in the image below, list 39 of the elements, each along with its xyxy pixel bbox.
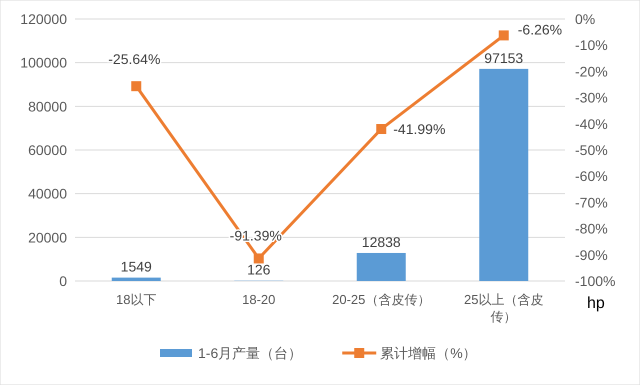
y2-tick-label: -50% bbox=[575, 142, 608, 158]
y-tick-label: 20000 bbox=[28, 229, 68, 246]
y-tick-label: 40000 bbox=[28, 186, 68, 202]
y2-tick-label: -60% bbox=[575, 168, 608, 184]
data-label: 1549 bbox=[120, 258, 152, 275]
bar bbox=[112, 278, 161, 281]
y-tick-label: 80000 bbox=[28, 98, 68, 114]
data-label: 126 bbox=[247, 262, 271, 278]
x-tick-label: 25以上（含皮传） bbox=[463, 291, 544, 325]
y2-tick-label: -10% bbox=[575, 37, 608, 54]
y2-tick-label: -20% bbox=[575, 63, 608, 80]
legend-label: 累计增幅（%） bbox=[380, 345, 477, 361]
bar bbox=[356, 252, 406, 281]
x-tick-label: 20-25（含皮传） bbox=[331, 291, 432, 308]
point bbox=[376, 124, 386, 134]
y2-tick-label: -100% bbox=[575, 273, 616, 289]
data-label: -41.99% bbox=[393, 121, 446, 138]
y-tick-label: 0 bbox=[59, 273, 68, 289]
data-label: -25.64% bbox=[108, 51, 160, 68]
x-axis-title: hp bbox=[587, 295, 605, 312]
point bbox=[131, 81, 142, 92]
legend-label: 1-6月产量（台） bbox=[198, 345, 302, 361]
point bbox=[498, 30, 509, 40]
y2-tick-label: -70% bbox=[575, 194, 608, 210]
y2-tick-label: -30% bbox=[575, 90, 608, 106]
data-label: -6.26% bbox=[518, 21, 562, 38]
bar bbox=[479, 68, 528, 281]
data-label: 12838 bbox=[362, 234, 401, 250]
data-label: 97153 bbox=[484, 50, 524, 66]
y2-tick-label: -80% bbox=[575, 220, 608, 237]
y-tick-label: 60000 bbox=[28, 142, 68, 158]
y2-tick-label: 0% bbox=[575, 11, 596, 27]
y2-tick-label: -40% bbox=[575, 116, 608, 132]
y-tick-label: 120000 bbox=[20, 11, 68, 27]
x-tick-label: 18-20 bbox=[241, 291, 276, 308]
x-tick-label: 18以下 bbox=[115, 291, 158, 308]
y-tick-label: 100000 bbox=[20, 54, 68, 71]
y2-tick-label: -90% bbox=[575, 246, 608, 263]
point bbox=[254, 253, 264, 264]
